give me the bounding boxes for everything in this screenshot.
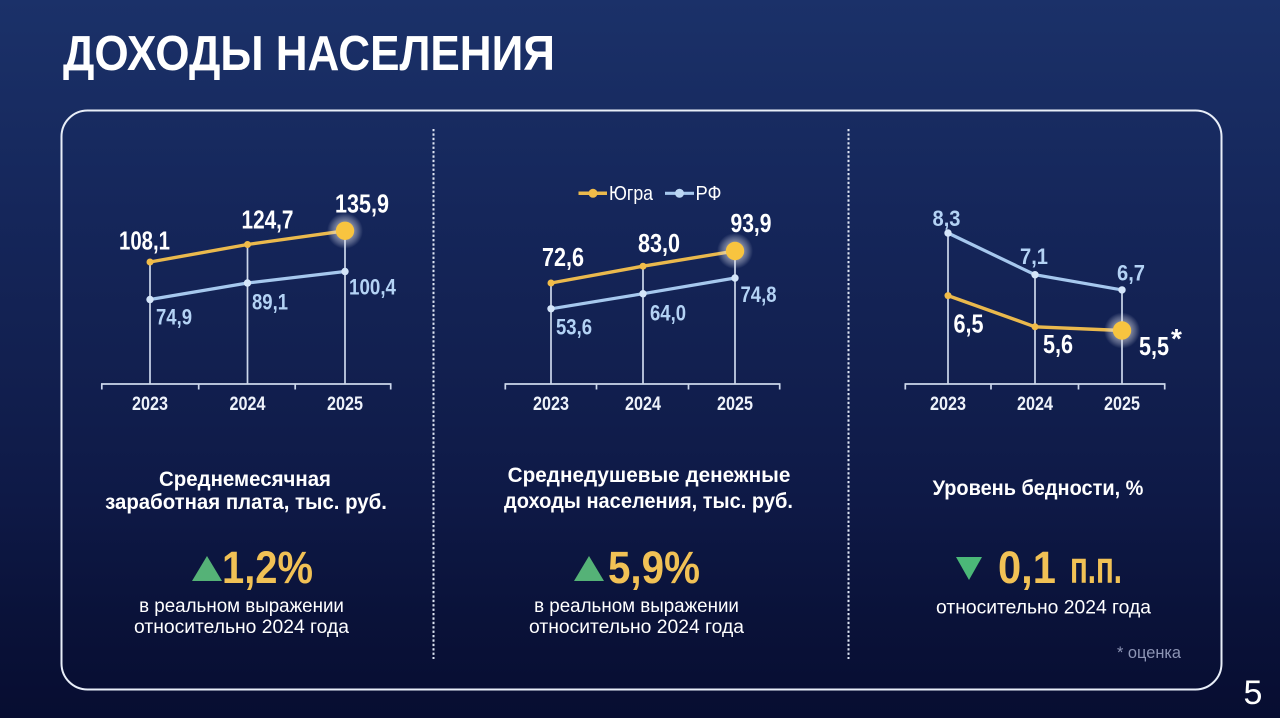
svg-text:относительно 2024 года: относительно 2024 года — [529, 617, 744, 638]
svg-text:ДОХОДЫ НАСЕЛЕНИЯ: ДОХОДЫ НАСЕЛЕНИЯ — [63, 26, 555, 81]
svg-text:5,5: 5,5 — [1139, 332, 1169, 361]
svg-text:135,9: 135,9 — [335, 190, 389, 219]
svg-text:2025: 2025 — [327, 393, 363, 415]
svg-text:0,1: 0,1 — [998, 544, 1056, 594]
svg-text:* оценка: * оценка — [1117, 643, 1182, 662]
svg-text:6,5: 6,5 — [953, 310, 983, 339]
svg-text:93,9: 93,9 — [731, 210, 772, 239]
svg-text:5,6: 5,6 — [1043, 330, 1073, 359]
svg-text:83,0: 83,0 — [638, 229, 680, 258]
svg-text:в реальном выражении: в реальном выражении — [534, 596, 739, 617]
svg-text:относительно 2024 года: относительно 2024 года — [936, 598, 1151, 619]
svg-text:8,3: 8,3 — [933, 207, 961, 231]
svg-text:Югра: Югра — [609, 183, 653, 205]
svg-text:2024: 2024 — [230, 393, 266, 415]
svg-text:2023: 2023 — [533, 393, 569, 415]
svg-text:74,8: 74,8 — [741, 284, 777, 308]
svg-text:64,0: 64,0 — [650, 302, 686, 326]
svg-text:7,1: 7,1 — [1020, 245, 1048, 269]
svg-text:2023: 2023 — [930, 393, 966, 415]
svg-text:относительно 2024 года: относительно 2024 года — [134, 617, 349, 638]
svg-text:2025: 2025 — [1104, 393, 1140, 415]
svg-text:1,2%: 1,2% — [222, 543, 313, 594]
svg-text:в реальном выражении: в реальном выражении — [139, 596, 344, 617]
svg-text:2023: 2023 — [132, 393, 168, 415]
svg-text:124,7: 124,7 — [242, 205, 294, 234]
svg-text:заработная плата, тыс. руб.: заработная плата, тыс. руб. — [105, 491, 387, 515]
svg-text:2024: 2024 — [1017, 393, 1053, 415]
svg-text:53,6: 53,6 — [556, 316, 592, 340]
svg-text:100,4: 100,4 — [349, 275, 397, 300]
svg-text:Уровень бедности, %: Уровень бедности, % — [933, 476, 1144, 500]
svg-text:Среднедушевые денежные: Среднедушевые денежные — [508, 464, 791, 487]
svg-text:*: * — [1171, 323, 1182, 354]
svg-text:РФ: РФ — [696, 183, 722, 205]
svg-text:5: 5 — [1244, 674, 1263, 712]
svg-text:п.п.: п.п. — [1070, 544, 1122, 594]
svg-text:89,1: 89,1 — [252, 291, 288, 315]
svg-text:доходы населения, тыс. руб.: доходы населения, тыс. руб. — [504, 489, 793, 513]
svg-text:6,7: 6,7 — [1117, 262, 1145, 286]
svg-text:5,9%: 5,9% — [608, 543, 700, 594]
svg-text:Среднемесячная: Среднемесячная — [159, 468, 331, 492]
svg-text:2025: 2025 — [717, 393, 753, 415]
svg-text:108,1: 108,1 — [119, 226, 170, 255]
svg-text:72,6: 72,6 — [542, 243, 584, 272]
svg-text:74,9: 74,9 — [156, 306, 192, 330]
svg-text:2024: 2024 — [625, 393, 661, 415]
